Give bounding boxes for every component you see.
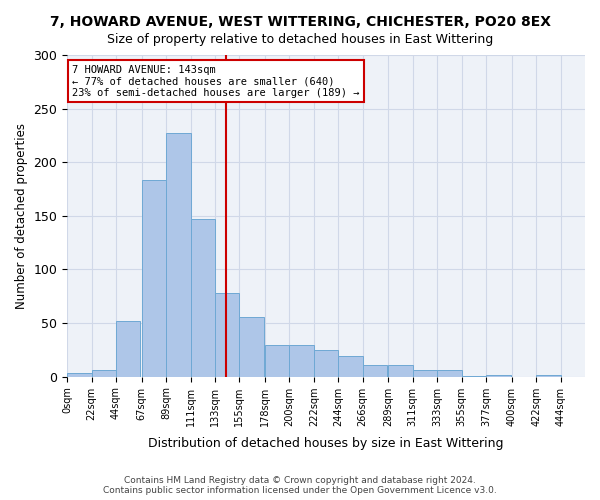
- Text: 7 HOWARD AVENUE: 143sqm
← 77% of detached houses are smaller (640)
23% of semi-d: 7 HOWARD AVENUE: 143sqm ← 77% of detache…: [73, 64, 360, 98]
- Bar: [142, 180, 166, 376]
- X-axis label: Distribution of detached houses by size in East Wittering: Distribution of detached houses by size …: [148, 437, 504, 450]
- Bar: [265, 344, 289, 376]
- Bar: [437, 370, 461, 376]
- Bar: [486, 374, 511, 376]
- Bar: [67, 374, 92, 376]
- Bar: [166, 134, 191, 376]
- Bar: [413, 370, 437, 376]
- Bar: [215, 293, 239, 376]
- Bar: [536, 374, 560, 376]
- Bar: [289, 344, 314, 376]
- Bar: [191, 219, 215, 376]
- Text: Contains HM Land Registry data © Crown copyright and database right 2024.
Contai: Contains HM Land Registry data © Crown c…: [103, 476, 497, 495]
- Bar: [239, 316, 264, 376]
- Bar: [116, 321, 140, 376]
- Text: 7, HOWARD AVENUE, WEST WITTERING, CHICHESTER, PO20 8EX: 7, HOWARD AVENUE, WEST WITTERING, CHICHE…: [49, 15, 551, 29]
- Bar: [314, 350, 338, 376]
- Bar: [92, 370, 116, 376]
- Bar: [388, 365, 413, 376]
- Bar: [338, 356, 363, 376]
- Bar: [363, 365, 387, 376]
- Text: Size of property relative to detached houses in East Wittering: Size of property relative to detached ho…: [107, 32, 493, 46]
- Y-axis label: Number of detached properties: Number of detached properties: [15, 123, 28, 309]
